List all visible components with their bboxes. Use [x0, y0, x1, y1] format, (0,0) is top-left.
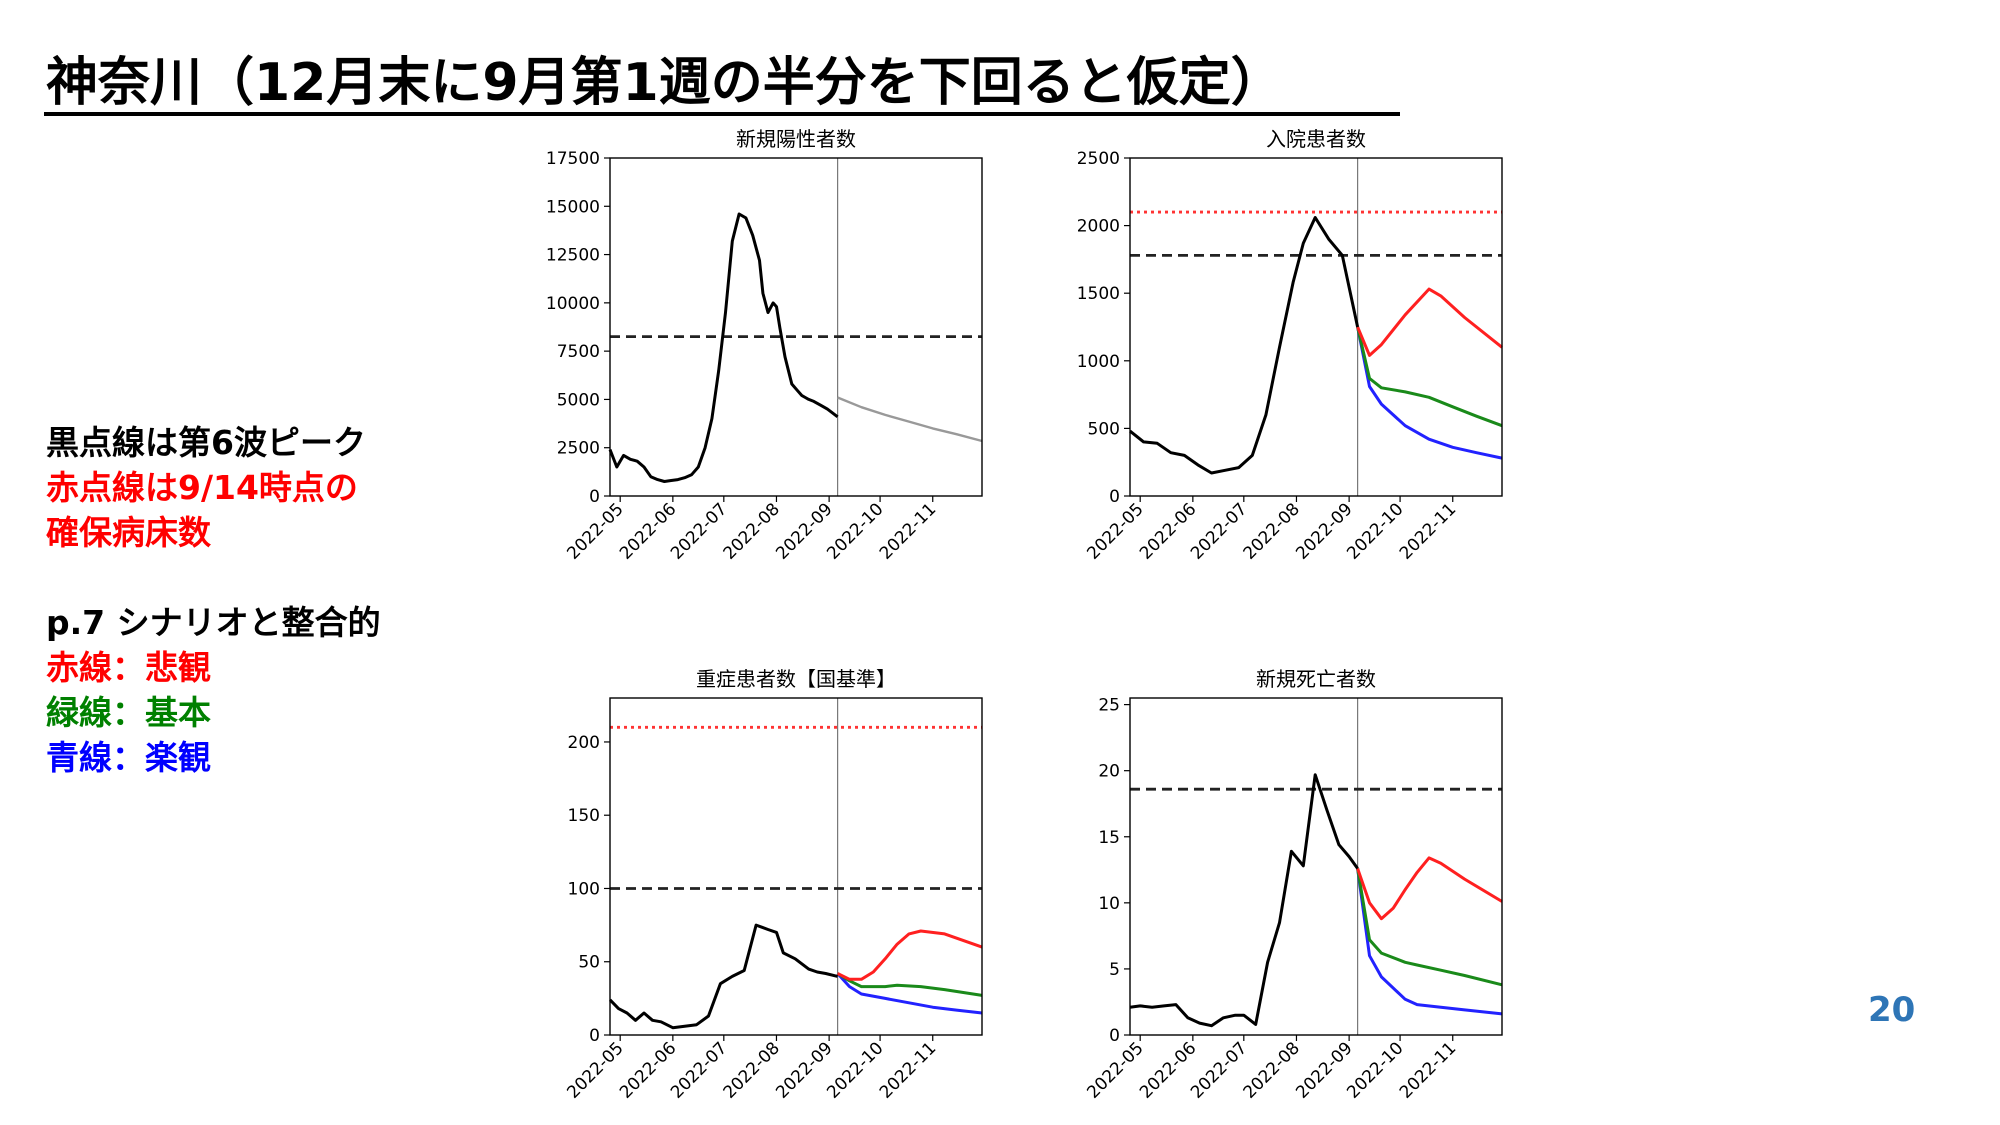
y-tick-label: 2500	[557, 439, 600, 459]
x-tick-label: 2022-07	[667, 1038, 731, 1102]
x-tick-label: 2022-05	[1083, 1038, 1147, 1102]
y-tick-label: 0	[1109, 487, 1120, 507]
note-line: 緑線：基本	[46, 693, 211, 732]
plot-frame	[1129, 157, 1503, 497]
y-tick-label: 1500	[1077, 284, 1120, 304]
x-tick-label: 2022-11	[876, 499, 940, 563]
page-number: 20	[1868, 990, 1916, 1030]
y-tick-label: 15	[1098, 828, 1120, 848]
note-line: p.7 シナリオと整合的	[46, 603, 381, 642]
y-tick-label: 5000	[557, 390, 600, 410]
x-tick-label: 2022-07	[667, 499, 731, 563]
x-tick-label: 2022-10	[823, 499, 887, 563]
series-line-actual	[1129, 773, 1359, 1028]
x-tick-label: 2022-08	[720, 499, 784, 563]
x-tick-label: 2022-10	[823, 1038, 887, 1102]
note-line: 青線：楽観	[46, 738, 211, 777]
chart-severe-cases: 重症患者数【国基準】0501001502002022-052022-062022…	[563, 667, 983, 1103]
series-line-actual	[1129, 216, 1360, 475]
title-underline	[44, 112, 1400, 116]
y-tick-label: 10000	[546, 294, 600, 314]
series-line-pessimistic	[1356, 287, 1503, 357]
x-tick-label: 2022-08	[1240, 499, 1304, 563]
series-line-actual	[608, 923, 838, 1030]
series-line-base	[836, 972, 983, 997]
series-line-optimistic	[836, 972, 983, 1015]
y-tick-label: 0	[589, 487, 600, 507]
x-tick-label: 2022-10	[1343, 1038, 1407, 1102]
plot-frame	[609, 157, 983, 497]
chart-title: 新規死亡者数	[1256, 667, 1376, 691]
series-line-base	[1356, 868, 1503, 987]
y-tick-label: 2500	[1077, 149, 1120, 169]
x-tick-label: 2022-08	[720, 1038, 784, 1102]
y-tick-label: 2000	[1077, 217, 1120, 237]
y-tick-label: 150	[568, 806, 600, 826]
note-line: 赤点線は9/14時点の	[46, 468, 358, 507]
y-tick-label: 0	[1109, 1026, 1120, 1046]
x-tick-label: 2022-11	[1396, 499, 1460, 563]
y-tick-label: 0	[589, 1026, 600, 1046]
x-tick-label: 2022-11	[1396, 1038, 1460, 1102]
x-tick-label: 2022-05	[1083, 499, 1147, 563]
note-line: 黒点線は第6波ピーク	[46, 423, 366, 462]
series-line-optimistic	[1356, 326, 1503, 460]
y-tick-label: 10	[1098, 894, 1120, 914]
plot-frame	[609, 697, 983, 1036]
y-tick-label: 500	[1088, 419, 1120, 439]
chart-new-positive-cases: 新規陽性者数 0 2500 5000 7500 10000 12500 15000 17500 2…	[546, 127, 983, 564]
x-tick-label: 2022-05	[563, 499, 627, 563]
y-tick-label: 17500	[546, 149, 600, 169]
chart-title: 新規陽性者数	[736, 127, 856, 151]
y-tick-label: 100	[568, 879, 600, 899]
slide-title: 神奈川（12月末に9月第1週の半分を下回ると仮定）	[46, 53, 1283, 113]
y-tick-label: 7500	[557, 342, 600, 362]
series-line-projection	[837, 396, 983, 443]
y-tick-label: 5	[1109, 960, 1120, 980]
x-tick-label: 2022-05	[563, 1038, 627, 1102]
series-line-pessimistic	[836, 929, 983, 981]
chart-title: 入院患者数	[1266, 127, 1366, 151]
x-tick-label: 2022-07	[1187, 1038, 1251, 1102]
y-tick-label: 200	[568, 733, 600, 753]
x-tick-label: 2022-08	[1240, 1038, 1304, 1102]
series-line-base	[1356, 326, 1503, 428]
x-tick-label: 2022-10	[1343, 499, 1407, 563]
note-gap	[46, 555, 381, 600]
series-line-pessimistic	[1356, 856, 1503, 921]
x-tick-label: 2022-11	[876, 1038, 940, 1102]
y-tick-label: 1000	[1077, 352, 1120, 372]
y-tick-label: 20	[1098, 762, 1120, 782]
chart-new-deaths: 新規死亡者数05101520252022-052022-062022-07202…	[1083, 667, 1503, 1103]
y-tick-label: 50	[578, 953, 600, 973]
y-tick-label: 15000	[546, 197, 600, 217]
chart-hospitalized: 入院患者数050010001500200025002022-052022-062…	[1077, 127, 1503, 564]
notes-panel: 黒点線は第6波ピーク 赤点線は9/14時点の 確保病床数 p.7 シナリオと整合的 赤線…	[46, 420, 381, 780]
series-line-actual	[608, 212, 839, 483]
plot-frame	[1129, 697, 1503, 1036]
chart-title: 重症患者数【国基準】	[696, 667, 896, 691]
note-line: 確保病床数	[46, 513, 211, 552]
series-line-optimistic	[1356, 868, 1503, 1016]
y-tick-label: 12500	[546, 246, 600, 266]
x-tick-label: 2022-07	[1187, 499, 1251, 563]
y-tick-label: 25	[1098, 696, 1120, 716]
note-line: 赤線：悲観	[46, 648, 211, 687]
